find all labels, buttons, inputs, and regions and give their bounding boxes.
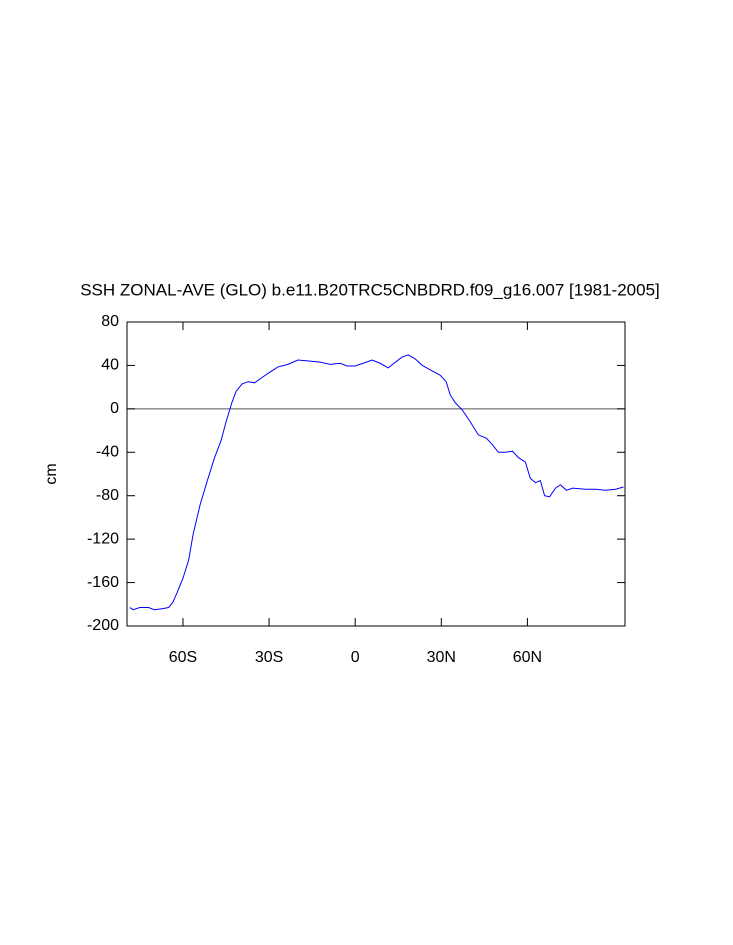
plot-frame — [126, 321, 626, 627]
y-tick-label: -160 — [87, 574, 119, 591]
chart-title: SSH ZONAL-AVE (GLO) b.e11.B20TRC5CNBDRD.… — [80, 280, 660, 299]
y-tick-label: -80 — [96, 487, 119, 504]
x-tick-label: 60N — [513, 649, 542, 666]
y-tick-label: -120 — [87, 530, 119, 547]
x-tick-label: 0 — [351, 649, 360, 666]
data-line — [129, 354, 624, 611]
y-tick-label: -40 — [96, 444, 119, 461]
x-tick-label: 60S — [169, 649, 197, 666]
x-tick-label: 30S — [255, 649, 283, 666]
y-tick-label: 40 — [101, 357, 119, 374]
x-tick-label: 30N — [427, 649, 456, 666]
y-tick-label: 0 — [110, 400, 119, 417]
y-tick-label: -200 — [87, 617, 119, 634]
y-axis-label: cm — [43, 463, 60, 484]
y-tick-label: 80 — [101, 313, 119, 330]
